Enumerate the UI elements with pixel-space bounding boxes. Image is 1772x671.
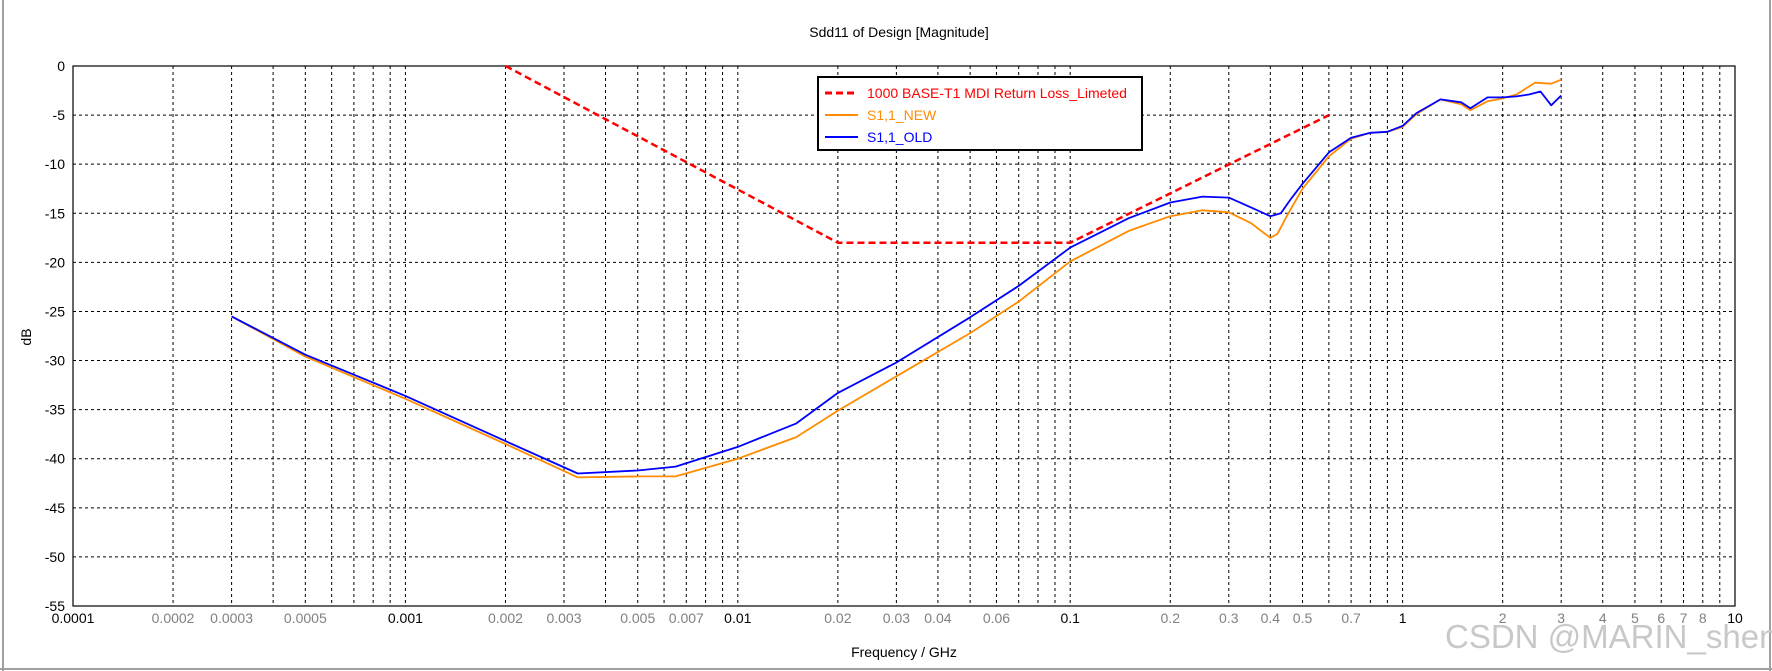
y-tick-label: -45: [45, 500, 65, 516]
x-tick-label: 0.02: [824, 610, 851, 626]
chart-title: Sdd11 of Design [Magnitude]: [809, 24, 989, 40]
x-tick-label: 0.5: [1293, 610, 1313, 626]
y-tick-label: -5: [53, 107, 66, 123]
window-border-right: [1769, 0, 1771, 671]
x-tick-label: 5: [1631, 610, 1639, 626]
y-tick-label: -30: [45, 353, 65, 369]
x-tick-label: 0.01: [724, 610, 751, 626]
x-tick-label: 0.04: [924, 610, 951, 626]
y-tick-label: 0: [57, 58, 65, 74]
y-tick-label: -50: [45, 549, 65, 565]
y-axis-ticks: 0 -5 -10 -15 -20 -25 -30 -35 -40 -45 -50 -55: [45, 58, 65, 614]
old-series-line: [231, 90, 1562, 475]
x-tick-label: 0.3: [1219, 610, 1239, 626]
x-tick-label: 8: [1699, 610, 1707, 626]
x-tick-label: 0.0003: [210, 610, 253, 626]
x-tick-label: 0.03: [883, 610, 910, 626]
new-series-line: [231, 78, 1562, 479]
x-tick-label: 0.001: [388, 610, 423, 626]
window-border-left: [2, 0, 4, 671]
legend: 1000 BASE-T1 MDI Return Loss_Limeted S1,…: [817, 76, 1143, 151]
y-tick-label: -25: [45, 303, 65, 319]
x-tick-label: 0.06: [983, 610, 1010, 626]
x-tick-label: 10: [1727, 610, 1743, 626]
limit-series-line: [504, 64, 1330, 244]
y-tick-label: -20: [45, 254, 65, 270]
grid-lines: [73, 66, 1735, 606]
x-axis-label: Frequency / GHz: [851, 644, 957, 660]
x-tick-label: 0.005: [620, 610, 655, 626]
x-tick-label: 0.4: [1261, 610, 1281, 626]
x-tick-label: 0.0001: [52, 610, 95, 626]
x-tick-label: 0.2: [1161, 610, 1181, 626]
x-tick-label: 0.7: [1341, 610, 1361, 626]
x-tick-label: 4: [1599, 610, 1607, 626]
plot-area-border: [72, 65, 1736, 607]
series-lines: [231, 64, 1562, 479]
y-axis-label: dB: [18, 328, 34, 345]
legend-label-limit: 1000 BASE-T1 MDI Return Loss_Limeted: [867, 85, 1127, 101]
x-tick-label: 0.003: [546, 610, 581, 626]
y-tick-label: -10: [45, 156, 65, 172]
x-tick-label: 0.0002: [152, 610, 195, 626]
legend-box: [817, 76, 1143, 151]
x-tick-label: 1: [1399, 610, 1407, 626]
legend-label-new: S1,1_NEW: [867, 107, 937, 123]
watermark-text: CSDN @MARIN_shen: [1445, 618, 1772, 655]
x-tick-label: 2: [1499, 610, 1507, 626]
y-tick-label: -40: [45, 451, 65, 467]
x-tick-label: 3: [1557, 610, 1565, 626]
x-tick-label: 0.002: [488, 610, 523, 626]
x-tick-label: 6: [1657, 610, 1665, 626]
x-tick-label: 0.007: [669, 610, 704, 626]
y-tick-label: -15: [45, 205, 65, 221]
window-border-bottom: [0, 668, 1772, 670]
y-tick-label: -35: [45, 402, 65, 418]
x-axis-ticks: 0.0001 0.0002 0.0003 0.0005 0.001 0.002 0.003 0…: [52, 610, 1743, 626]
y-tick-label: -55: [45, 598, 65, 614]
x-tick-label: 0.0005: [284, 610, 327, 626]
x-tick-label: 7: [1680, 610, 1688, 626]
x-tick-label: 0.1: [1060, 610, 1080, 626]
legend-label-old: S1,1_OLD: [867, 129, 932, 145]
